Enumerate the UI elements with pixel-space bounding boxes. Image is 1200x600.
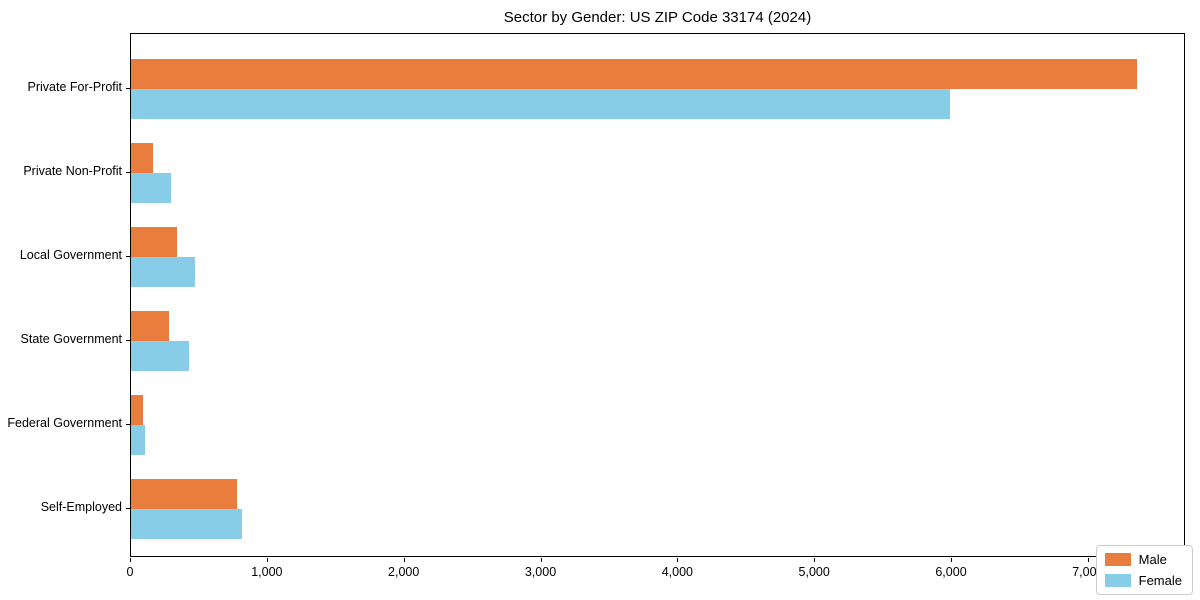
bar-female-federal-government [131, 425, 145, 455]
y-tick-federal-government [126, 424, 130, 425]
legend-entry-male: Male [1104, 552, 1182, 567]
x-tick-mark-6000 [951, 558, 952, 562]
male-color-swatch [1104, 553, 1131, 566]
x-tick-mark-3000 [540, 558, 542, 562]
y-axis-labels: Private For-Profit Private Non-Profit Loca… [0, 33, 122, 557]
female-color-swatch [1104, 574, 1131, 587]
x-tick-mark-1000 [266, 558, 268, 562]
y-label-private-for-profit: Private For-Profit [27, 80, 122, 94]
x-tick-label-3000: 3,000 [524, 565, 557, 579]
y-tick-state-government [126, 340, 130, 341]
bar-male-self-employed [131, 479, 238, 509]
x-tick-mark-4000 [677, 558, 679, 562]
legend-label-female: Female [1138, 573, 1182, 588]
y-label-federal-government: Federal Government [7, 416, 122, 430]
x-tick-label-2000: 2,000 [388, 565, 420, 579]
bar-male-state-government [131, 311, 170, 341]
x-tick-mark-7000 [1087, 558, 1089, 562]
bar-female-self-employed [131, 509, 242, 539]
y-tick-self-employed [126, 508, 130, 509]
y-tick-private-for-profit [126, 88, 130, 89]
x-tick-label-1000: 1,000 [251, 565, 283, 579]
x-tick-mark-0 [130, 558, 131, 562]
legend-label-male: Male [1138, 552, 1167, 567]
bar-female-local-government [131, 257, 196, 287]
bar-female-private-for-profit [131, 89, 950, 119]
y-tick-private-non-profit [126, 172, 130, 173]
x-tick-label-4000: 4,000 [661, 565, 693, 579]
y-label-local-government: Local Government [19, 248, 122, 262]
y-label-state-government: State Government [20, 332, 122, 346]
x-tick-label-6000: 6,000 [935, 565, 967, 579]
y-label-private-non-profit: Private Non-Profit [23, 164, 122, 178]
bar-female-state-government [131, 341, 190, 371]
legend-entry-female: Female [1104, 573, 1182, 588]
x-tick-label-0: 0 [126, 565, 134, 579]
x-tick-label-5000: 5,000 [798, 565, 830, 579]
bar-female-private-non-profit [131, 173, 171, 203]
bar-male-private-non-profit [131, 143, 153, 173]
bar-male-federal-government [131, 395, 144, 425]
plot-area [130, 33, 1185, 557]
x-tick-mark-2000 [403, 558, 405, 562]
legend: Male Female [1095, 545, 1193, 595]
y-label-self-employed: Self-Employed [40, 500, 122, 514]
y-tick-local-government [126, 256, 130, 257]
x-axis-ticks: 0 1,000 2,000 3,000 4,000 5,000 6,000 7,000 [126, 557, 1185, 587]
bar-male-private-for-profit [131, 59, 1137, 89]
chart-title: Sector by Gender: US ZIP Code 33174 (202… [503, 9, 812, 26]
x-tick-mark-5000 [814, 558, 816, 562]
bar-male-local-government [131, 227, 177, 257]
